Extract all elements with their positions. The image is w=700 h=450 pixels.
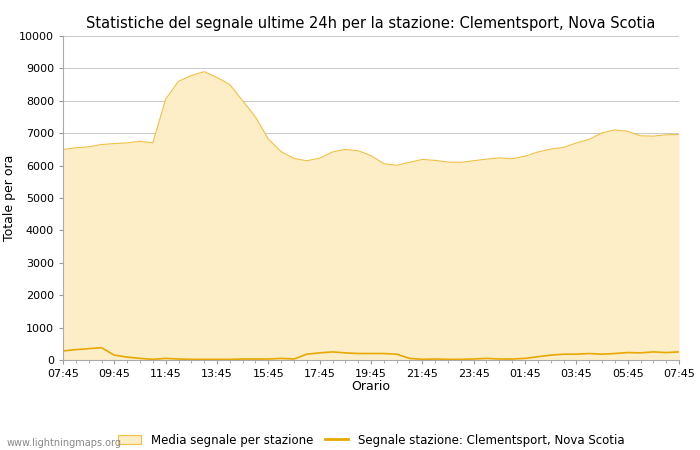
Title: Statistiche del segnale ultime 24h per la stazione: Clementsport, Nova Scotia: Statistiche del segnale ultime 24h per l… [86,16,656,31]
X-axis label: Orario: Orario [351,380,391,393]
Legend: Media segnale per stazione, Segnale stazione: Clementsport, Nova Scotia: Media segnale per stazione, Segnale staz… [113,429,629,450]
Y-axis label: Totale per ora: Totale per ora [4,155,16,241]
Text: www.lightningmaps.org: www.lightningmaps.org [7,438,122,448]
